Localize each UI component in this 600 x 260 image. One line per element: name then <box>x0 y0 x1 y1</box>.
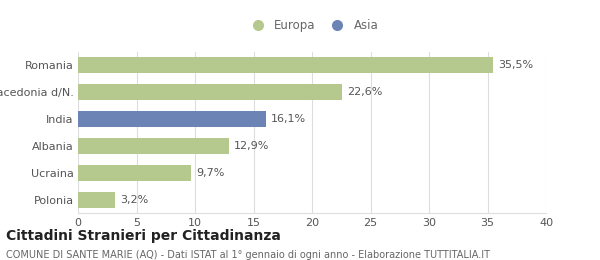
Text: 22,6%: 22,6% <box>347 87 382 97</box>
Text: Cittadini Stranieri per Cittadinanza: Cittadini Stranieri per Cittadinanza <box>6 229 281 243</box>
Legend: Europa, Asia: Europa, Asia <box>241 14 383 36</box>
Bar <box>78 165 191 181</box>
Bar <box>78 84 343 100</box>
Bar <box>78 57 493 74</box>
Bar <box>78 138 229 154</box>
Text: COMUNE DI SANTE MARIE (AQ) - Dati ISTAT al 1° gennaio di ogni anno - Elaborazion: COMUNE DI SANTE MARIE (AQ) - Dati ISTAT … <box>6 250 490 259</box>
Text: 3,2%: 3,2% <box>120 195 148 205</box>
Bar <box>78 192 115 208</box>
Text: 35,5%: 35,5% <box>498 60 533 70</box>
Text: 9,7%: 9,7% <box>196 168 224 178</box>
Text: 12,9%: 12,9% <box>233 141 269 151</box>
Text: 16,1%: 16,1% <box>271 114 306 124</box>
Bar <box>78 111 266 127</box>
